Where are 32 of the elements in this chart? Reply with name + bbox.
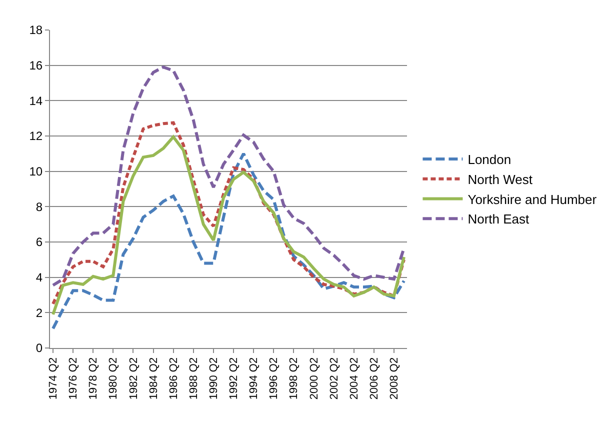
legend-label: North East [468,212,530,227]
y-tick-label: 14 [29,94,43,108]
x-tick-label: 1990 Q2 [208,357,220,400]
y-tick-label: 12 [29,129,43,144]
x-tick-label: 1980 Q2 [108,357,120,400]
y-tick-label: 2 [36,306,43,320]
x-tick-label: 1986 Q2 [168,357,180,400]
x-tick-label: 1976 Q2 [68,357,80,400]
x-tick-label: 1992 Q2 [228,357,240,400]
x-tick-label: 1994 Q2 [248,357,260,400]
y-tick-label: 16 [29,58,43,73]
x-tick-label: 2006 Q2 [368,357,380,400]
y-tick-label: 6 [36,235,43,250]
x-tick-label: 1998 Q2 [288,357,300,400]
y-tick-label: 10 [29,164,43,179]
x-tick-label: 2000 Q2 [308,357,320,400]
legend-label: North West [468,172,533,187]
y-tick-label: 0 [36,341,43,356]
x-tick-label: 2004 Q2 [348,357,360,400]
legend-label: Yorkshire and Humber [468,192,598,207]
x-tick-label: 1984 Q2 [148,357,160,400]
y-tick-label: 8 [36,200,43,214]
x-tick-label: 2002 Q2 [328,357,340,400]
y-tick-label: 4 [36,270,43,285]
legend-label: London [468,152,512,168]
x-tick-label: 1988 Q2 [188,357,200,400]
y-tick-label: 18 [29,23,43,38]
x-tick-label: 1982 Q2 [128,357,140,400]
x-tick-label: 1996 Q2 [268,357,280,400]
x-tick-label: 2008 Q2 [388,357,401,400]
x-tick-label: 1978 Q2 [88,357,100,400]
x-tick-label: 1974 Q2 [48,357,60,400]
